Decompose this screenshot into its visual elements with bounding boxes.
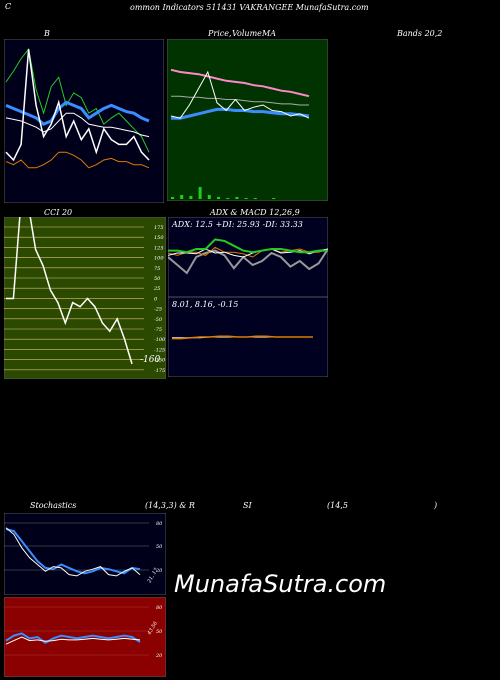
price-ma-chart bbox=[167, 39, 328, 201]
bands-label: Bands 20,2 bbox=[397, 29, 443, 38]
cci-tick-label: 50 bbox=[154, 276, 161, 282]
stoch-bg bbox=[4, 513, 166, 595]
plus-di-line bbox=[168, 238, 328, 254]
adx-macd-title: ADX & MACD 12,26,9 bbox=[210, 208, 300, 217]
middle-band-line bbox=[5, 100, 150, 126]
cci-tick-label: -75 bbox=[154, 327, 162, 333]
adx-values: ADX: 12.5 +DI: 25.93 -DI: 33.33 bbox=[172, 220, 303, 229]
price-bg bbox=[167, 39, 328, 201]
rsi-tick-label: 50 bbox=[156, 629, 163, 635]
price-label: Price, bbox=[208, 29, 232, 38]
volume-label: Volume bbox=[232, 29, 262, 38]
stoch-d-line bbox=[5, 527, 141, 577]
volume-bar bbox=[235, 197, 239, 199]
volume-bar bbox=[198, 187, 202, 199]
volume-bar bbox=[171, 197, 174, 199]
cci-tick-label: -50 bbox=[154, 317, 163, 323]
cci-tick-label: 75 bbox=[154, 266, 160, 272]
adx-chart bbox=[168, 217, 328, 297]
macd-line bbox=[172, 335, 313, 340]
stoch-tick-label: 80 bbox=[156, 521, 163, 527]
stoch-label-c: SI bbox=[243, 501, 252, 510]
cci-tick-label: -175 bbox=[154, 368, 165, 374]
rsi-tick-label: 20 bbox=[155, 653, 163, 659]
stoch-tick-label: 20 bbox=[155, 568, 163, 574]
price-close-line bbox=[170, 70, 310, 119]
rsi-ma-line bbox=[5, 636, 141, 645]
volume-bar bbox=[207, 195, 211, 199]
cci-tick-label: -150 bbox=[154, 358, 166, 364]
adx-bg bbox=[168, 217, 328, 297]
stoch-k-line bbox=[5, 528, 141, 575]
cci-tick-label: -100 bbox=[154, 337, 166, 343]
cci-bg bbox=[4, 217, 166, 379]
cci-tick-label: -125 bbox=[154, 347, 165, 353]
cci-tick-label: 175 bbox=[154, 225, 164, 231]
adx-gray-line bbox=[168, 248, 328, 275]
macd-values: 8.01, 8.16, -0.15 bbox=[172, 300, 239, 309]
volume-bar bbox=[253, 198, 257, 199]
volume-bar bbox=[180, 195, 184, 199]
stoch-label-d: (14,5 bbox=[327, 501, 348, 510]
lower-band-line bbox=[5, 151, 150, 169]
stoch-label-a: Stochastics bbox=[30, 501, 77, 510]
volume-bar bbox=[189, 196, 193, 199]
page-title: ommon Indicators 511431 VAKRANGEE Munafa… bbox=[130, 3, 369, 12]
cci-tick-label: 25 bbox=[153, 286, 160, 292]
bollinger-label: B bbox=[44, 29, 50, 38]
cci-chart: 175 150 125 100 75 50 25 0 -25 -50 -75 -100 -125 -150… bbox=[4, 217, 166, 379]
cci-tick-label: 100 bbox=[154, 256, 164, 262]
header-left-char: C bbox=[5, 2, 12, 11]
cci-label: CCI 20 bbox=[44, 208, 73, 217]
cci-tick-label: 0 bbox=[154, 296, 158, 302]
watermark: MunafaSutra.com bbox=[174, 570, 387, 598]
rsi-line bbox=[5, 632, 141, 644]
volume-bar bbox=[226, 198, 230, 199]
ma-line bbox=[5, 112, 150, 138]
volume-bar bbox=[244, 198, 248, 199]
bollinger-chart bbox=[4, 39, 164, 203]
volume-bar bbox=[217, 197, 220, 199]
stoch-tick-label: 50 bbox=[156, 544, 163, 550]
cci-line bbox=[6, 217, 133, 365]
volume-bar bbox=[272, 198, 276, 199]
stoch-label-e: ) bbox=[434, 501, 438, 510]
cci-value-label: -160 bbox=[140, 355, 161, 365]
ma-label: MA bbox=[262, 29, 276, 38]
cci-tick-label: 150 bbox=[154, 235, 164, 241]
cci-tick-label: 125 bbox=[154, 245, 164, 251]
rsi-tick-label: 80 bbox=[156, 605, 163, 611]
price-line bbox=[5, 49, 150, 162]
ma-long-line bbox=[170, 68, 310, 98]
cci-tick-label: -25 bbox=[154, 307, 162, 313]
stoch-label-b: (14,3,3) & R bbox=[145, 501, 195, 510]
macd-chart bbox=[168, 297, 328, 377]
adx-line bbox=[168, 248, 328, 258]
